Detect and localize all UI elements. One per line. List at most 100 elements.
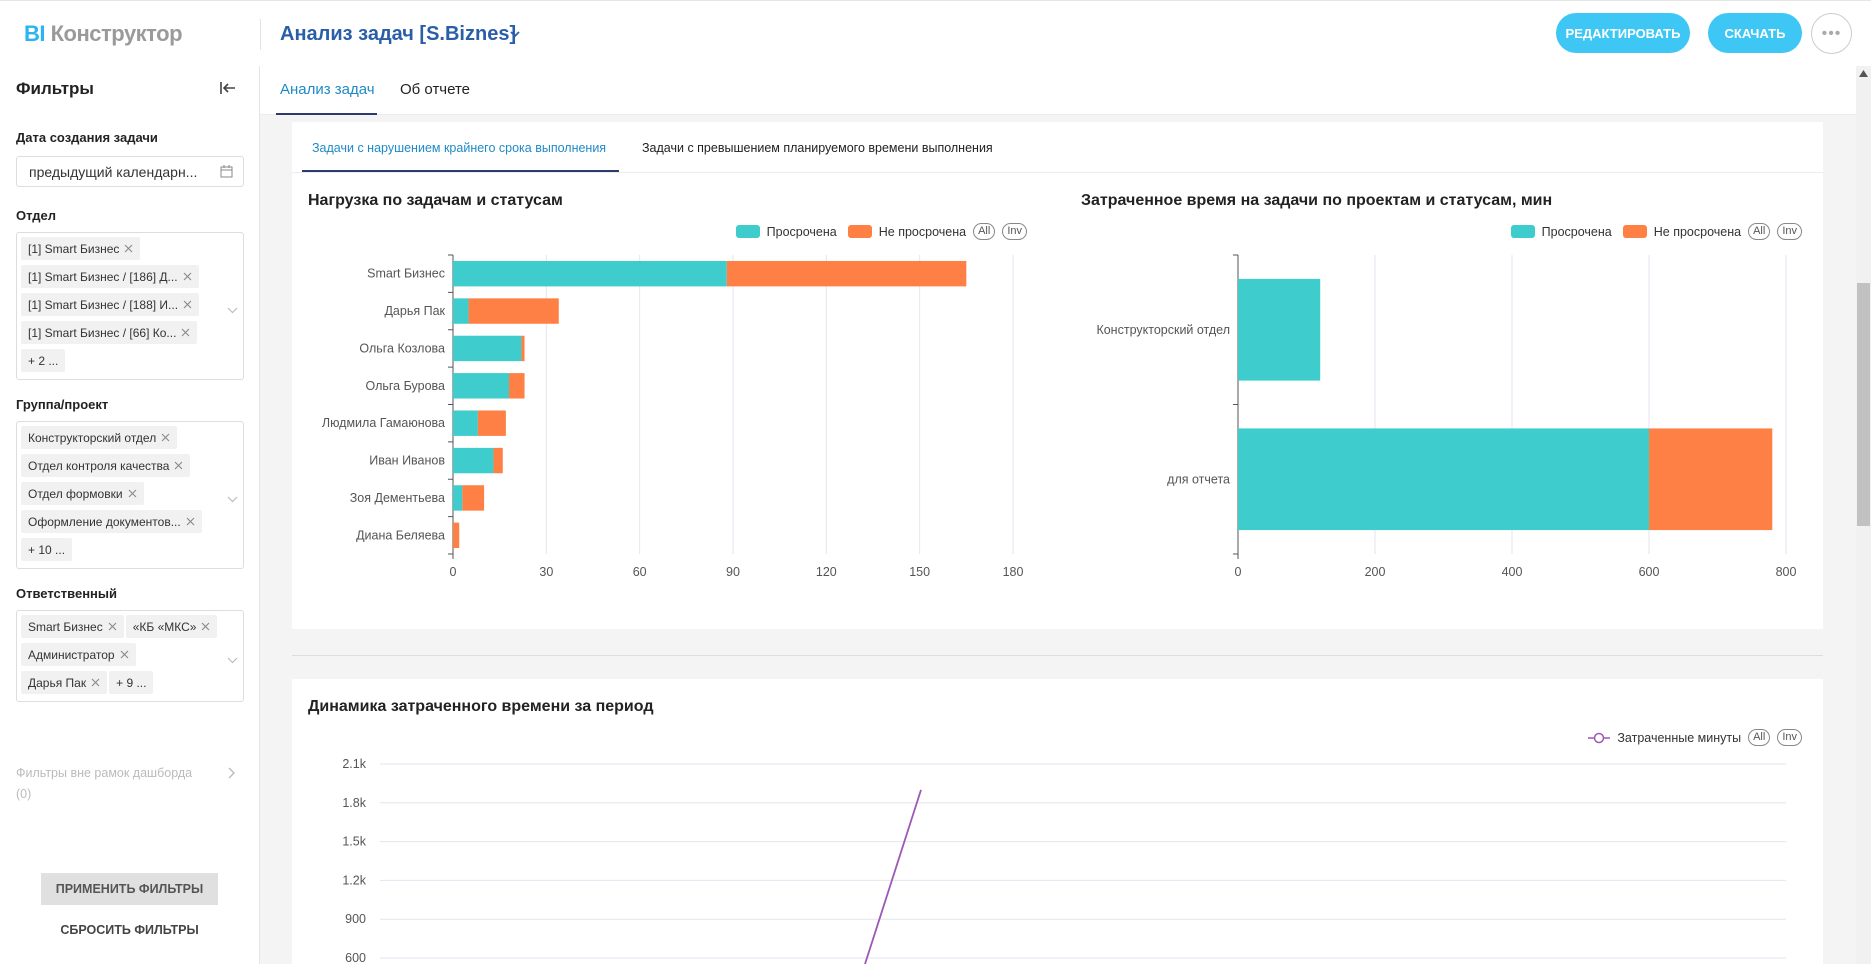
filter-tag-label: Оформление документов... (28, 514, 181, 529)
chart-title-dynamics: Динамика затраченного времени за период (308, 698, 654, 715)
legend-item[interactable]: Не просрочена (1653, 224, 1742, 239)
report-title[interactable]: Анализ задач [S.Biznes] (280, 23, 517, 45)
legend-item[interactable]: Не просрочена (878, 224, 967, 239)
more-options-icon[interactable]: ••• (1811, 13, 1852, 54)
bar-not-overdue (509, 373, 525, 399)
tab-analysis[interactable]: Анализ задач (280, 81, 375, 98)
legend-swatch-not-overdue (1622, 225, 1647, 238)
filter-tag[interactable]: [1] Smart Бизнес (21, 237, 141, 260)
group-filter-select[interactable]: Конструкторский отдел Отдел контроля каче… (16, 421, 244, 569)
remove-tag-icon[interactable] (201, 622, 210, 631)
bar-overdue (453, 335, 522, 362)
legend-inv-button[interactable]: Inv (1777, 729, 1802, 746)
x-tick-label: 200 (1365, 565, 1386, 579)
tab-deadline-violation[interactable]: Задачи с нарушением крайнего срока выпол… (312, 141, 607, 155)
tab-about[interactable]: Об отчете (400, 81, 471, 98)
chevron-down-icon[interactable] (227, 495, 238, 503)
remove-tag-icon[interactable] (181, 328, 190, 337)
legend-swatch-overdue (735, 225, 760, 238)
chevron-right-icon[interactable] (227, 767, 235, 779)
legend-load: Просрочена Не просрочена All Inv (735, 223, 1027, 240)
remove-tag-icon[interactable] (186, 517, 195, 526)
filter-tag[interactable]: Отдел формовки (21, 482, 144, 505)
y-category-label: Людмила Гамаюнова (322, 416, 445, 430)
bar-not-overdue (477, 410, 506, 436)
chevron-down-icon[interactable] (227, 656, 238, 664)
bar-not-overdue (493, 447, 503, 474)
y-tick-label: 2.1k (342, 757, 366, 771)
remove-tag-icon[interactable] (161, 433, 170, 442)
outside-filters-link[interactable]: Фильтры вне рамок дашборда (0) (16, 763, 192, 805)
filter-tag[interactable]: Отдел контроля качества (21, 454, 191, 477)
filter-tag-label: Smart Бизнес (28, 619, 103, 634)
y-category-label: Ольга Бурова (366, 379, 446, 393)
collapse-sidebar-icon[interactable] (219, 80, 237, 96)
filter-tag-label: Отдел формовки (28, 486, 123, 501)
download-button[interactable]: СКАЧАТЬ (1708, 13, 1802, 53)
legend-inv-button[interactable]: Inv (1002, 223, 1027, 240)
remove-tag-icon[interactable] (124, 244, 133, 253)
date-filter-value: предыдущий календарн... (29, 164, 198, 180)
legend-all-button[interactable]: All (1748, 223, 1771, 240)
y-category-label: Ольга Козлова (359, 341, 445, 355)
more-tags-button[interactable]: + 9 ... (109, 671, 154, 694)
dept-filter-select[interactable]: [1] Smart Бизнес [1] Smart Бизнес / [186]… (16, 232, 244, 380)
remove-tag-icon[interactable] (183, 272, 192, 281)
legend-all-button[interactable]: All (973, 223, 996, 240)
filters-sidebar: Фильтры Дата создания задачи предыдущий … (0, 66, 260, 964)
filter-tag[interactable]: Дарья Пак (21, 671, 108, 694)
filter-tag-label: «КБ «МКС» (132, 619, 197, 634)
remove-tag-icon[interactable] (120, 650, 129, 659)
remove-tag-icon[interactable] (174, 461, 183, 470)
bar-not-overdue (468, 298, 559, 324)
filter-tag[interactable]: Smart Бизнес (21, 615, 124, 638)
bar-overdue (453, 260, 727, 287)
bar-overdue (453, 298, 469, 324)
filter-tag[interactable]: [1] Smart Бизнес / [66] Ко... (21, 321, 198, 344)
x-tick-label: 400 (1502, 565, 1523, 579)
edit-button[interactable]: РЕДАКТИРОВАТЬ (1556, 13, 1690, 53)
y-tick-label: 1.5k (342, 835, 366, 849)
legend-item[interactable]: Затраченные минуты (1617, 730, 1742, 745)
resp-filter-select[interactable]: Smart Бизнес «КБ «МКС» Администратор Дарья … (16, 610, 244, 702)
legend-all-button[interactable]: All (1748, 729, 1771, 746)
tab-time-exceeded[interactable]: Задачи с превышением планируемого времен… (642, 141, 993, 155)
remove-tag-icon[interactable] (108, 622, 117, 631)
legend-item[interactable]: Просрочена (766, 224, 837, 239)
filter-tag[interactable]: [1] Smart Бизнес / [188] И... (21, 293, 200, 316)
outside-filters-label: Фильтры вне рамок дашборда (16, 766, 193, 780)
filter-tag[interactable]: «КБ «МКС» (125, 615, 218, 638)
more-tags-button[interactable]: + 2 ... (21, 349, 66, 372)
reset-filters-button[interactable]: СБРОСИТЬ ФИЛЬТРЫ (60, 923, 199, 937)
calendar-icon[interactable] (220, 165, 233, 178)
y-category-label: для отчета (1167, 472, 1230, 486)
legend-inv-button[interactable]: Inv (1777, 223, 1802, 240)
filter-tag[interactable]: Конструкторский отдел (21, 426, 178, 449)
bar-overdue (453, 485, 463, 511)
chevron-down-icon[interactable] (227, 306, 238, 314)
active-tab-underline (302, 170, 619, 172)
x-tick-label: 600 (1639, 565, 1660, 579)
legend-dynamics: Затраченные минуты All Inv (1588, 729, 1802, 746)
apply-filters-button[interactable]: ПРИМЕНИТЬ ФИЛЬТРЫ (41, 873, 218, 905)
bar-overdue (453, 410, 478, 436)
remove-tag-icon[interactable] (183, 300, 192, 309)
logo[interactable]: BI Конструктор (24, 21, 183, 47)
date-filter-input[interactable]: предыдущий календарн... (16, 156, 244, 187)
x-tick-label: 120 (816, 565, 837, 579)
filter-tag[interactable]: Администратор (21, 643, 136, 666)
more-tags-button[interactable]: + 10 ... (21, 538, 73, 561)
remove-tag-icon[interactable] (91, 678, 100, 687)
bar-overdue (453, 373, 509, 399)
legend-item[interactable]: Просрочена (1541, 224, 1612, 239)
filter-tag[interactable]: [1] Smart Бизнес / [186] Д... (21, 265, 199, 288)
remove-tag-icon[interactable] (128, 489, 137, 498)
scroll-up-icon[interactable] (1859, 70, 1868, 77)
filter-tag[interactable]: Оформление документов... (21, 510, 202, 533)
chevron-down-icon[interactable] (508, 27, 522, 41)
bar-not-overdue (1649, 428, 1773, 531)
scrollbar-thumb[interactable] (1857, 283, 1870, 526)
report-tabs: Анализ задач Об отчете (260, 66, 1856, 115)
charts-card: Задачи с нарушением крайнего срока выпол… (292, 122, 1823, 629)
